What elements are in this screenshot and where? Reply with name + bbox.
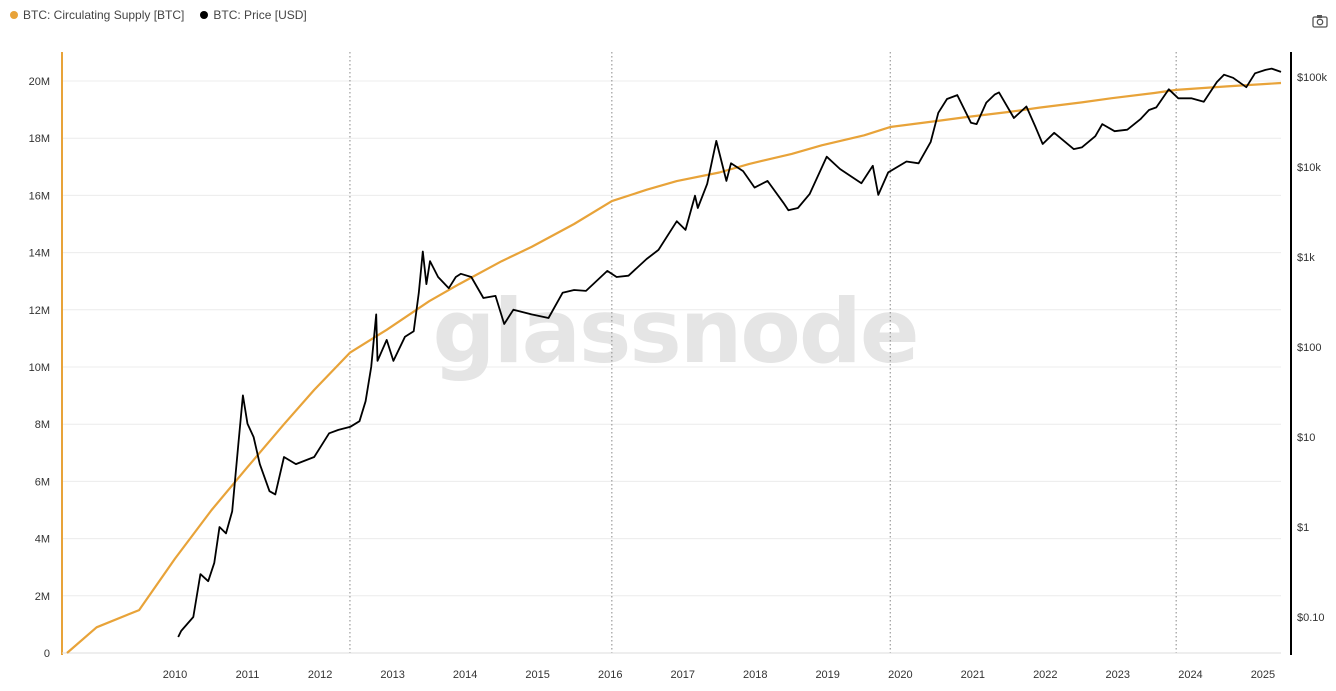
x-tick-label: 2016 — [598, 669, 622, 681]
y-left-tick-label: 4M — [35, 534, 50, 546]
x-tick-label: 2013 — [380, 669, 404, 681]
x-tick-label: 2025 — [1251, 669, 1275, 681]
x-tick-label: 2017 — [670, 669, 694, 681]
y-left-tick-label: 18M — [29, 133, 50, 145]
series-line-supply — [66, 81, 1282, 654]
x-tick-label: 2010 — [163, 669, 187, 681]
legend-dot-supply — [10, 11, 18, 19]
y-right-tick-label: $1 — [1297, 522, 1309, 534]
y-right-tick-label: $100 — [1297, 342, 1321, 354]
y-left-tick-label: 0 — [44, 648, 50, 660]
y-right-tick-label: $10k — [1297, 162, 1321, 174]
camera-icon[interactable] — [1312, 14, 1328, 28]
x-tick-label: 2012 — [308, 669, 332, 681]
y-left-tick-label: 2M — [35, 591, 50, 603]
grid-layer — [62, 80, 1281, 597]
x-tick-label: 2020 — [888, 669, 912, 681]
chart-legend: BTC: Circulating Supply [BTC] BTC: Price… — [10, 8, 307, 22]
legend-dot-price — [200, 11, 209, 19]
x-tick-label: 2021 — [961, 669, 985, 681]
legend-item-price[interactable]: BTC: Price [USD] — [200, 8, 307, 22]
x-tick-label: 2011 — [236, 669, 260, 681]
series-layer — [66, 67, 1282, 654]
x-tick-label: 2024 — [1178, 669, 1202, 681]
y-right-tick-label: $0.10 — [1297, 612, 1325, 624]
x-tick-label: 2022 — [1033, 669, 1057, 681]
y-left-tick-label: 8M — [35, 419, 50, 431]
legend-label-supply: BTC: Circulating Supply [BTC] — [23, 8, 185, 22]
y-right-tick-label: $100k — [1297, 72, 1327, 84]
y-left-tick-label: 20M — [29, 76, 50, 88]
y-left-tick-label: 6M — [35, 476, 50, 488]
y-left-tick-label: 14M — [29, 248, 50, 260]
y-left-tick-label: 16M — [29, 190, 50, 202]
x-tick-label: 2019 — [815, 669, 839, 681]
axes: 0 2M 4M 6M 8M 10M 12M 14M 16M 18M 20M $0.10 $1 $10 $10… — [29, 52, 1327, 681]
y-right-tick-label: $1k — [1297, 252, 1315, 264]
x-tick-label: 2014 — [453, 669, 477, 681]
legend-label-price: BTC: Price [USD] — [213, 8, 307, 22]
watermark: glassnode — [432, 280, 917, 383]
series-line-price — [177, 67, 1282, 638]
x-tick-label: 2023 — [1106, 669, 1130, 681]
x-tick-label: 2018 — [743, 669, 767, 681]
legend-item-supply[interactable]: BTC: Circulating Supply [BTC] — [10, 8, 184, 22]
y-left-tick-label: 10M — [29, 362, 50, 374]
y-right-tick-label: $10 — [1297, 432, 1315, 444]
y-left-tick-label: 12M — [29, 305, 50, 317]
x-tick-label: 2015 — [525, 669, 549, 681]
